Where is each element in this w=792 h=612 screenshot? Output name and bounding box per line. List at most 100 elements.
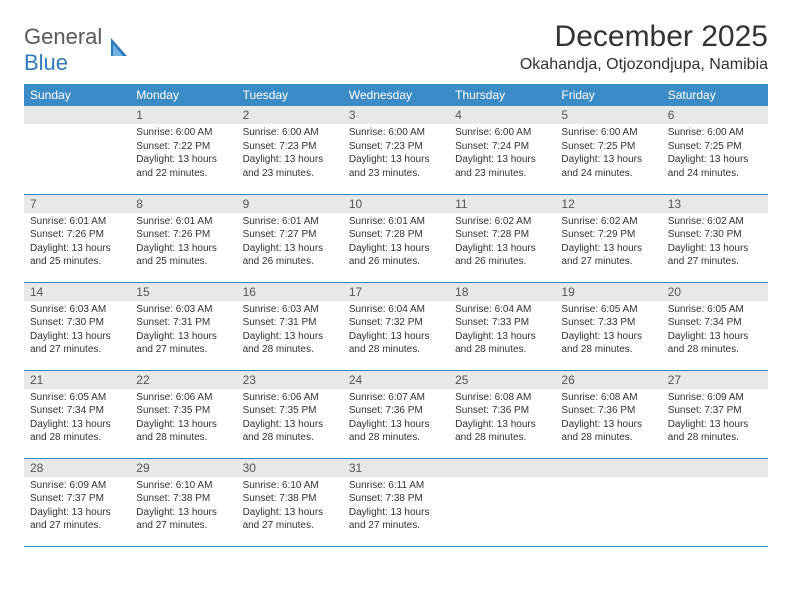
day-number: 21 xyxy=(24,371,130,389)
day-details: Sunrise: 6:03 AMSunset: 7:30 PMDaylight:… xyxy=(24,301,130,361)
calendar-cell: 6Sunrise: 6:00 AMSunset: 7:25 PMDaylight… xyxy=(662,106,768,194)
day-details: Sunrise: 6:02 AMSunset: 7:29 PMDaylight:… xyxy=(555,213,661,273)
day-details: Sunrise: 6:00 AMSunset: 7:22 PMDaylight:… xyxy=(130,124,236,184)
calendar-cell: 20Sunrise: 6:05 AMSunset: 7:34 PMDayligh… xyxy=(662,282,768,370)
day-number: 17 xyxy=(343,283,449,301)
day-details: Sunrise: 6:01 AMSunset: 7:27 PMDaylight:… xyxy=(237,213,343,273)
calendar-cell: 3Sunrise: 6:00 AMSunset: 7:23 PMDaylight… xyxy=(343,106,449,194)
empty-daynum xyxy=(555,459,661,477)
day-number: 10 xyxy=(343,195,449,213)
calendar-cell: 10Sunrise: 6:01 AMSunset: 7:28 PMDayligh… xyxy=(343,194,449,282)
calendar-row: 14Sunrise: 6:03 AMSunset: 7:30 PMDayligh… xyxy=(24,282,768,370)
day-number: 19 xyxy=(555,283,661,301)
day-number: 24 xyxy=(343,371,449,389)
day-number: 16 xyxy=(237,283,343,301)
day-number: 25 xyxy=(449,371,555,389)
calendar-header: SundayMondayTuesdayWednesdayThursdayFrid… xyxy=(24,84,768,106)
day-number: 9 xyxy=(237,195,343,213)
day-number: 13 xyxy=(662,195,768,213)
day-number: 27 xyxy=(662,371,768,389)
calendar-cell: 13Sunrise: 6:02 AMSunset: 7:30 PMDayligh… xyxy=(662,194,768,282)
day-number: 11 xyxy=(449,195,555,213)
day-details: Sunrise: 6:10 AMSunset: 7:38 PMDaylight:… xyxy=(130,477,236,537)
day-number: 18 xyxy=(449,283,555,301)
day-details: Sunrise: 6:08 AMSunset: 7:36 PMDaylight:… xyxy=(555,389,661,449)
day-details: Sunrise: 6:00 AMSunset: 7:25 PMDaylight:… xyxy=(662,124,768,184)
day-number: 23 xyxy=(237,371,343,389)
calendar-cell: 17Sunrise: 6:04 AMSunset: 7:32 PMDayligh… xyxy=(343,282,449,370)
calendar-cell: 22Sunrise: 6:06 AMSunset: 7:35 PMDayligh… xyxy=(130,370,236,458)
calendar-cell: 31Sunrise: 6:11 AMSunset: 7:38 PMDayligh… xyxy=(343,458,449,546)
calendar-cell: 18Sunrise: 6:04 AMSunset: 7:33 PMDayligh… xyxy=(449,282,555,370)
day-details: Sunrise: 6:03 AMSunset: 7:31 PMDaylight:… xyxy=(130,301,236,361)
calendar-cell: 16Sunrise: 6:03 AMSunset: 7:31 PMDayligh… xyxy=(237,282,343,370)
day-details: Sunrise: 6:06 AMSunset: 7:35 PMDaylight:… xyxy=(130,389,236,449)
day-header: Monday xyxy=(130,84,236,106)
calendar-cell: 1Sunrise: 6:00 AMSunset: 7:22 PMDaylight… xyxy=(130,106,236,194)
day-number: 29 xyxy=(130,459,236,477)
calendar-cell: 12Sunrise: 6:02 AMSunset: 7:29 PMDayligh… xyxy=(555,194,661,282)
day-number: 7 xyxy=(24,195,130,213)
day-number: 1 xyxy=(130,106,236,124)
day-number: 2 xyxy=(237,106,343,124)
calendar-cell xyxy=(555,458,661,546)
calendar-cell: 29Sunrise: 6:10 AMSunset: 7:38 PMDayligh… xyxy=(130,458,236,546)
title-block: December 2025 Okahandja, Otjozondjupa, N… xyxy=(520,20,768,74)
day-details: Sunrise: 6:04 AMSunset: 7:33 PMDaylight:… xyxy=(449,301,555,361)
day-number: 3 xyxy=(343,106,449,124)
calendar-cell xyxy=(449,458,555,546)
day-details: Sunrise: 6:01 AMSunset: 7:26 PMDaylight:… xyxy=(24,213,130,273)
day-details: Sunrise: 6:01 AMSunset: 7:28 PMDaylight:… xyxy=(343,213,449,273)
day-number: 26 xyxy=(555,371,661,389)
day-number: 8 xyxy=(130,195,236,213)
calendar-cell: 2Sunrise: 6:00 AMSunset: 7:23 PMDaylight… xyxy=(237,106,343,194)
day-number: 12 xyxy=(555,195,661,213)
calendar-cell xyxy=(24,106,130,194)
calendar-cell: 15Sunrise: 6:03 AMSunset: 7:31 PMDayligh… xyxy=(130,282,236,370)
day-header: Saturday xyxy=(662,84,768,106)
calendar-cell: 28Sunrise: 6:09 AMSunset: 7:37 PMDayligh… xyxy=(24,458,130,546)
calendar-cell: 30Sunrise: 6:10 AMSunset: 7:38 PMDayligh… xyxy=(237,458,343,546)
day-details: Sunrise: 6:02 AMSunset: 7:28 PMDaylight:… xyxy=(449,213,555,273)
calendar-cell: 26Sunrise: 6:08 AMSunset: 7:36 PMDayligh… xyxy=(555,370,661,458)
calendar-cell: 9Sunrise: 6:01 AMSunset: 7:27 PMDaylight… xyxy=(237,194,343,282)
calendar-cell: 7Sunrise: 6:01 AMSunset: 7:26 PMDaylight… xyxy=(24,194,130,282)
day-details: Sunrise: 6:00 AMSunset: 7:23 PMDaylight:… xyxy=(237,124,343,184)
day-details: Sunrise: 6:05 AMSunset: 7:34 PMDaylight:… xyxy=(662,301,768,361)
day-header: Tuesday xyxy=(237,84,343,106)
day-details: Sunrise: 6:00 AMSunset: 7:24 PMDaylight:… xyxy=(449,124,555,184)
day-details: Sunrise: 6:04 AMSunset: 7:32 PMDaylight:… xyxy=(343,301,449,361)
day-details: Sunrise: 6:02 AMSunset: 7:30 PMDaylight:… xyxy=(662,213,768,273)
logo-text-block: General Blue xyxy=(24,24,102,76)
header-row: General Blue December 2025 Okahandja, Ot… xyxy=(24,20,768,76)
empty-daynum xyxy=(24,106,130,124)
day-details: Sunrise: 6:08 AMSunset: 7:36 PMDaylight:… xyxy=(449,389,555,449)
calendar-cell xyxy=(662,458,768,546)
day-details: Sunrise: 6:05 AMSunset: 7:34 PMDaylight:… xyxy=(24,389,130,449)
location-text: Okahandja, Otjozondjupa, Namibia xyxy=(520,56,768,74)
month-title: December 2025 xyxy=(520,20,768,54)
calendar-page: General Blue December 2025 Okahandja, Ot… xyxy=(0,0,792,567)
empty-daynum xyxy=(449,459,555,477)
calendar-row: 28Sunrise: 6:09 AMSunset: 7:37 PMDayligh… xyxy=(24,458,768,546)
calendar-cell: 5Sunrise: 6:00 AMSunset: 7:25 PMDaylight… xyxy=(555,106,661,194)
calendar-table: SundayMondayTuesdayWednesdayThursdayFrid… xyxy=(24,84,768,547)
calendar-cell: 14Sunrise: 6:03 AMSunset: 7:30 PMDayligh… xyxy=(24,282,130,370)
day-details: Sunrise: 6:07 AMSunset: 7:36 PMDaylight:… xyxy=(343,389,449,449)
day-details: Sunrise: 6:06 AMSunset: 7:35 PMDaylight:… xyxy=(237,389,343,449)
day-number: 28 xyxy=(24,459,130,477)
calendar-cell: 4Sunrise: 6:00 AMSunset: 7:24 PMDaylight… xyxy=(449,106,555,194)
sail-icon xyxy=(107,34,135,67)
calendar-cell: 11Sunrise: 6:02 AMSunset: 7:28 PMDayligh… xyxy=(449,194,555,282)
day-details: Sunrise: 6:00 AMSunset: 7:23 PMDaylight:… xyxy=(343,124,449,184)
day-details: Sunrise: 6:00 AMSunset: 7:25 PMDaylight:… xyxy=(555,124,661,184)
day-number: 6 xyxy=(662,106,768,124)
day-number: 31 xyxy=(343,459,449,477)
day-header: Thursday xyxy=(449,84,555,106)
brand-part2: Blue xyxy=(24,50,68,75)
day-details: Sunrise: 6:01 AMSunset: 7:26 PMDaylight:… xyxy=(130,213,236,273)
day-header: Wednesday xyxy=(343,84,449,106)
calendar-row: 21Sunrise: 6:05 AMSunset: 7:34 PMDayligh… xyxy=(24,370,768,458)
brand-part1: General xyxy=(24,24,102,49)
day-number: 5 xyxy=(555,106,661,124)
